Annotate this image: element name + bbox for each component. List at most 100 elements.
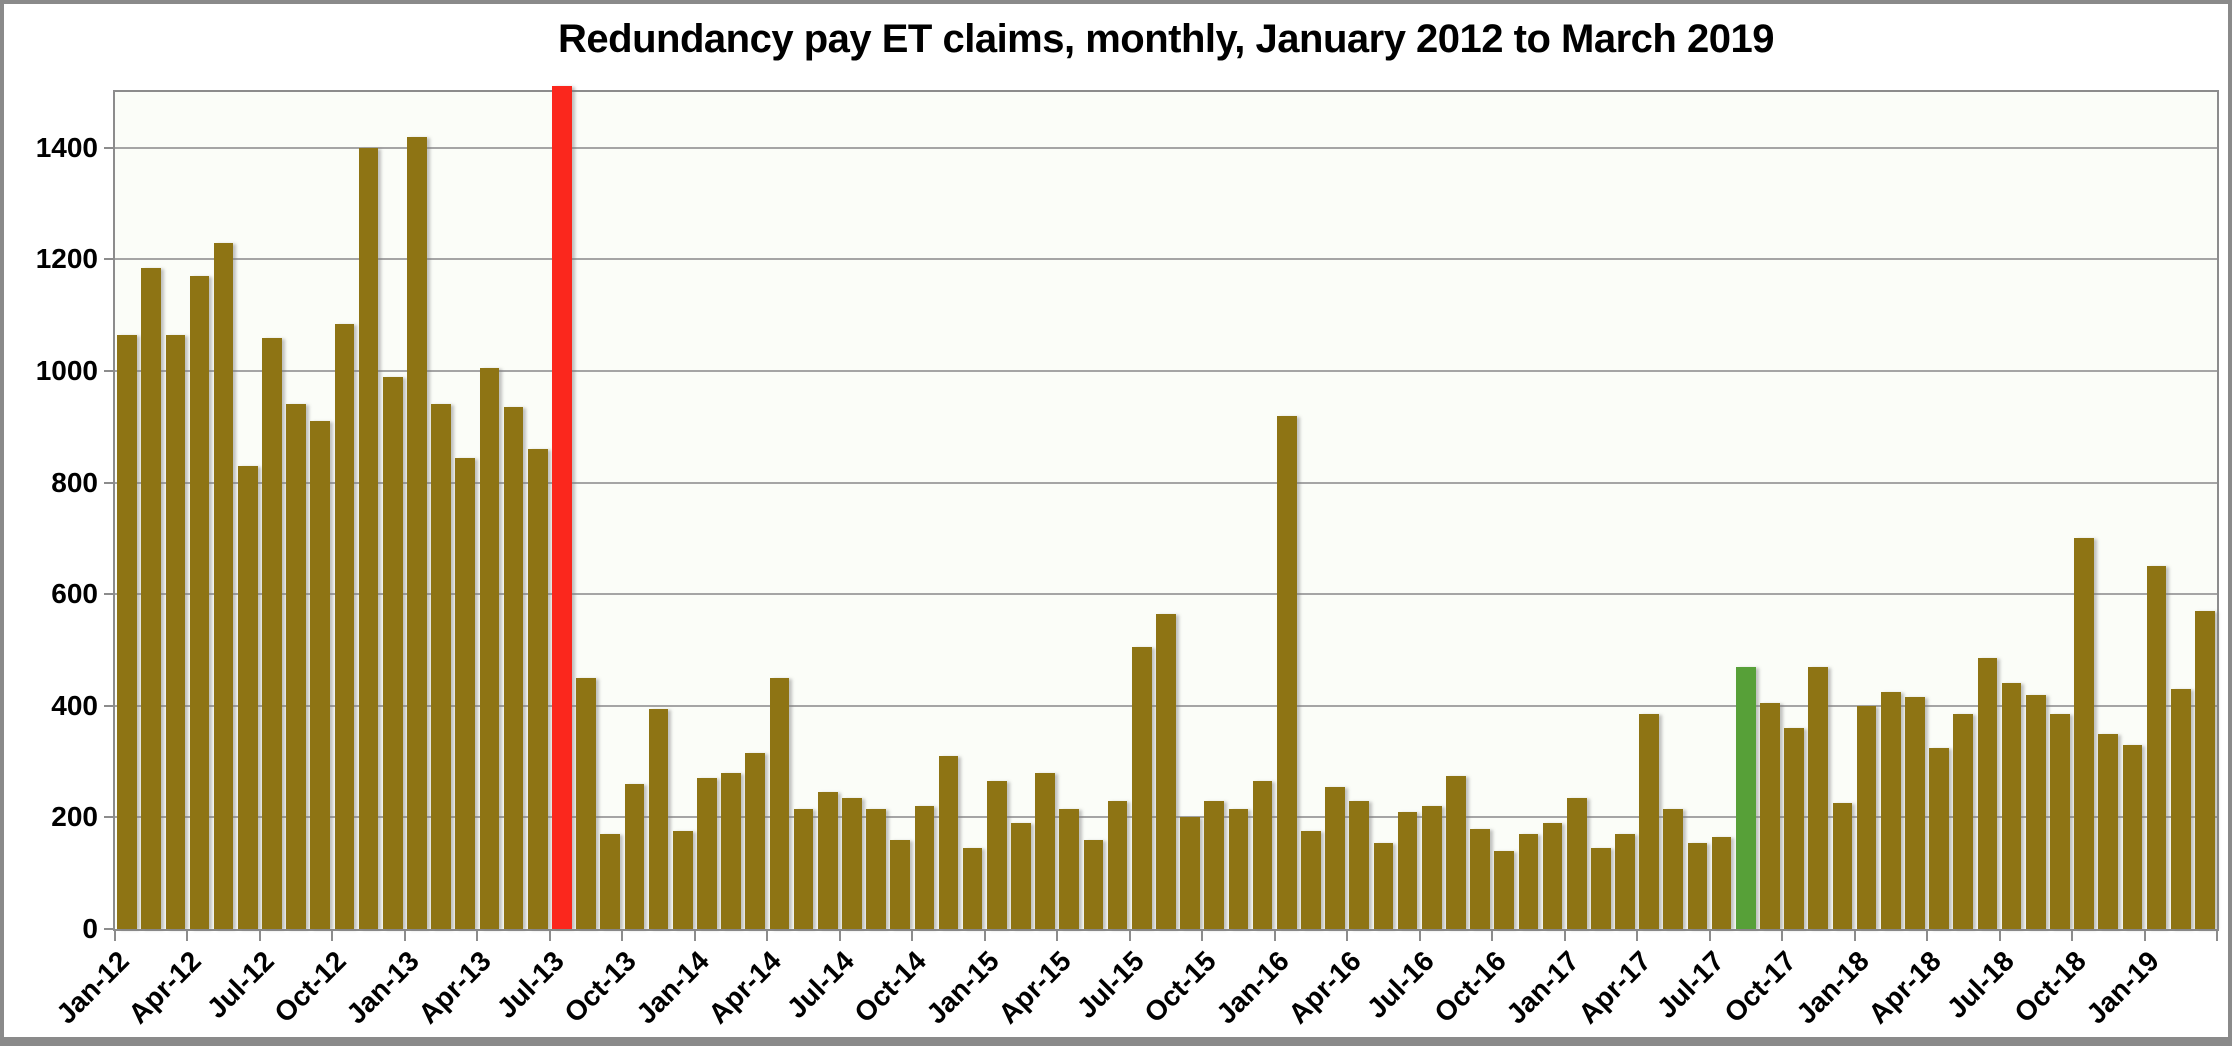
y-axis-label-800: 800 <box>51 466 98 498</box>
bar-Mar-17 <box>1615 834 1635 929</box>
bar-Aug-16 <box>1446 775 1466 929</box>
bar-Apr-17 <box>1639 714 1659 929</box>
bar-Sep-12 <box>310 421 331 929</box>
x-axis-label-Jan-17: Jan-17 <box>1499 945 1585 1030</box>
bar-May-17 <box>1663 809 1684 929</box>
plot-area <box>113 86 2219 931</box>
x-tick-51 <box>1346 931 1349 941</box>
bar-Jan-12 <box>117 334 137 929</box>
bar-Mar-16 <box>1325 786 1345 929</box>
x-tick-24 <box>693 931 696 941</box>
gridline-y-1200 <box>115 258 2217 261</box>
bar-Dec-14 <box>962 848 983 929</box>
bar-May-18 <box>1953 714 1974 929</box>
bar-Jan-15 <box>986 781 1007 929</box>
x-axis-label-Jan-14: Jan-14 <box>630 945 715 1030</box>
bar-Aug-18 <box>2025 694 2046 929</box>
x-axis-label-Oct-14: Oct-14 <box>848 945 933 1029</box>
bar-Sep-15 <box>1180 817 1200 929</box>
x-tick-63 <box>1636 931 1639 941</box>
bar-Dec-13 <box>672 831 693 929</box>
bar-Jun-13 <box>527 449 548 929</box>
bar-Aug-13 <box>576 677 596 929</box>
x-axis-label-Apr-12: Apr-12 <box>122 945 208 1030</box>
bar-Dec-15 <box>1252 781 1273 929</box>
x-axis-label-Jan-19: Jan-19 <box>2079 945 2165 1030</box>
gridline-y-600 <box>115 593 2217 596</box>
y-axis-label-1400: 1400 <box>35 131 98 163</box>
x-tick-9 <box>331 931 334 941</box>
x-tick-72 <box>1853 931 1856 941</box>
bar-Apr-12 <box>189 276 210 929</box>
bar-Feb-19 <box>2170 689 2191 929</box>
bar-Mar-13 <box>455 457 476 929</box>
bar-Nov-13 <box>648 708 669 929</box>
x-axis-label-Jan-12: Jan-12 <box>50 945 135 1030</box>
bar-May-15 <box>1083 839 1104 929</box>
x-axis-label-Oct-18: Oct-18 <box>2008 945 2092 1029</box>
x-tick-15 <box>476 931 479 941</box>
bar-Jul-15 <box>1131 647 1152 929</box>
x-tick-0 <box>114 931 116 941</box>
x-tick-66 <box>1708 931 1711 941</box>
bar-Jul-12 <box>262 337 282 929</box>
x-tick-84 <box>2143 931 2146 941</box>
bar-Sep-13 <box>600 834 621 929</box>
bar-Jun-17 <box>1687 842 1708 929</box>
x-tick-78 <box>1998 931 2001 941</box>
x-axis-label-Apr-18: Apr-18 <box>1862 945 1947 1030</box>
bar-Feb-18 <box>1880 691 1901 929</box>
y-tick-1200 <box>104 258 113 261</box>
bar-Jan-16 <box>1276 415 1297 929</box>
bar-Nov-12 <box>358 147 379 929</box>
bar-Feb-17 <box>1591 848 1611 929</box>
bar-May-13 <box>503 407 524 929</box>
x-axis-label-Oct-15: Oct-15 <box>1138 945 1223 1029</box>
bar-May-16 <box>1373 842 1394 929</box>
bar-Dec-12 <box>382 376 403 929</box>
y-axis-label-200: 200 <box>51 801 98 833</box>
x-tick-75 <box>1926 931 1929 941</box>
x-tick-12 <box>403 931 406 941</box>
y-tick-800 <box>104 481 113 484</box>
x-tick-57 <box>1491 931 1494 941</box>
bar-Dec-18 <box>2122 744 2143 929</box>
bar-Sep-16 <box>1470 828 1490 929</box>
bar-Apr-13 <box>479 368 500 929</box>
x-tick-48 <box>1273 931 1276 941</box>
bar-Feb-13 <box>431 404 451 929</box>
y-axis-label-1000: 1000 <box>35 355 98 386</box>
y-axis-label-0: 0 <box>82 913 98 944</box>
y-tick-200 <box>104 816 113 819</box>
x-axis-label-Apr-13: Apr-13 <box>412 945 498 1030</box>
x-tick-81 <box>2071 931 2074 941</box>
x-tick-87 <box>2216 931 2218 941</box>
x-axis-label-Apr-16: Apr-16 <box>1282 945 1368 1030</box>
x-axis-label-Jan-13: Jan-13 <box>340 945 425 1030</box>
bar-Oct-16 <box>1494 850 1515 929</box>
x-tick-18 <box>548 931 551 941</box>
x-axis-label-Apr-14: Apr-14 <box>702 945 788 1030</box>
x-axis-label-Jul-15: Jul-15 <box>1070 945 1150 1025</box>
bar-Jun-15 <box>1107 800 1128 929</box>
bar-Oct-12 <box>334 323 355 929</box>
bar-Dec-16 <box>1542 822 1563 929</box>
bar-Apr-18 <box>1929 747 1949 929</box>
bar-Mar-14 <box>745 753 766 929</box>
x-tick-27 <box>766 931 769 941</box>
x-tick-45 <box>1201 931 1204 941</box>
bar-Nov-18 <box>2098 733 2119 929</box>
x-axis-label-Oct-13: Oct-13 <box>558 945 643 1029</box>
bar-May-14 <box>793 809 814 929</box>
y-tick-400 <box>104 704 113 707</box>
bar-Feb-15 <box>1011 822 1031 929</box>
bar-Jun-14 <box>817 792 838 929</box>
x-axis-label-Jan-18: Jan-18 <box>1789 945 1875 1030</box>
x-tick-60 <box>1563 931 1566 941</box>
bar-Sep-14 <box>890 839 910 929</box>
bar-Aug-12 <box>286 404 306 929</box>
x-tick-6 <box>258 931 261 941</box>
x-tick-69 <box>1781 931 1784 941</box>
bar-Apr-14 <box>769 677 790 929</box>
gridline-y-800 <box>115 481 2217 484</box>
